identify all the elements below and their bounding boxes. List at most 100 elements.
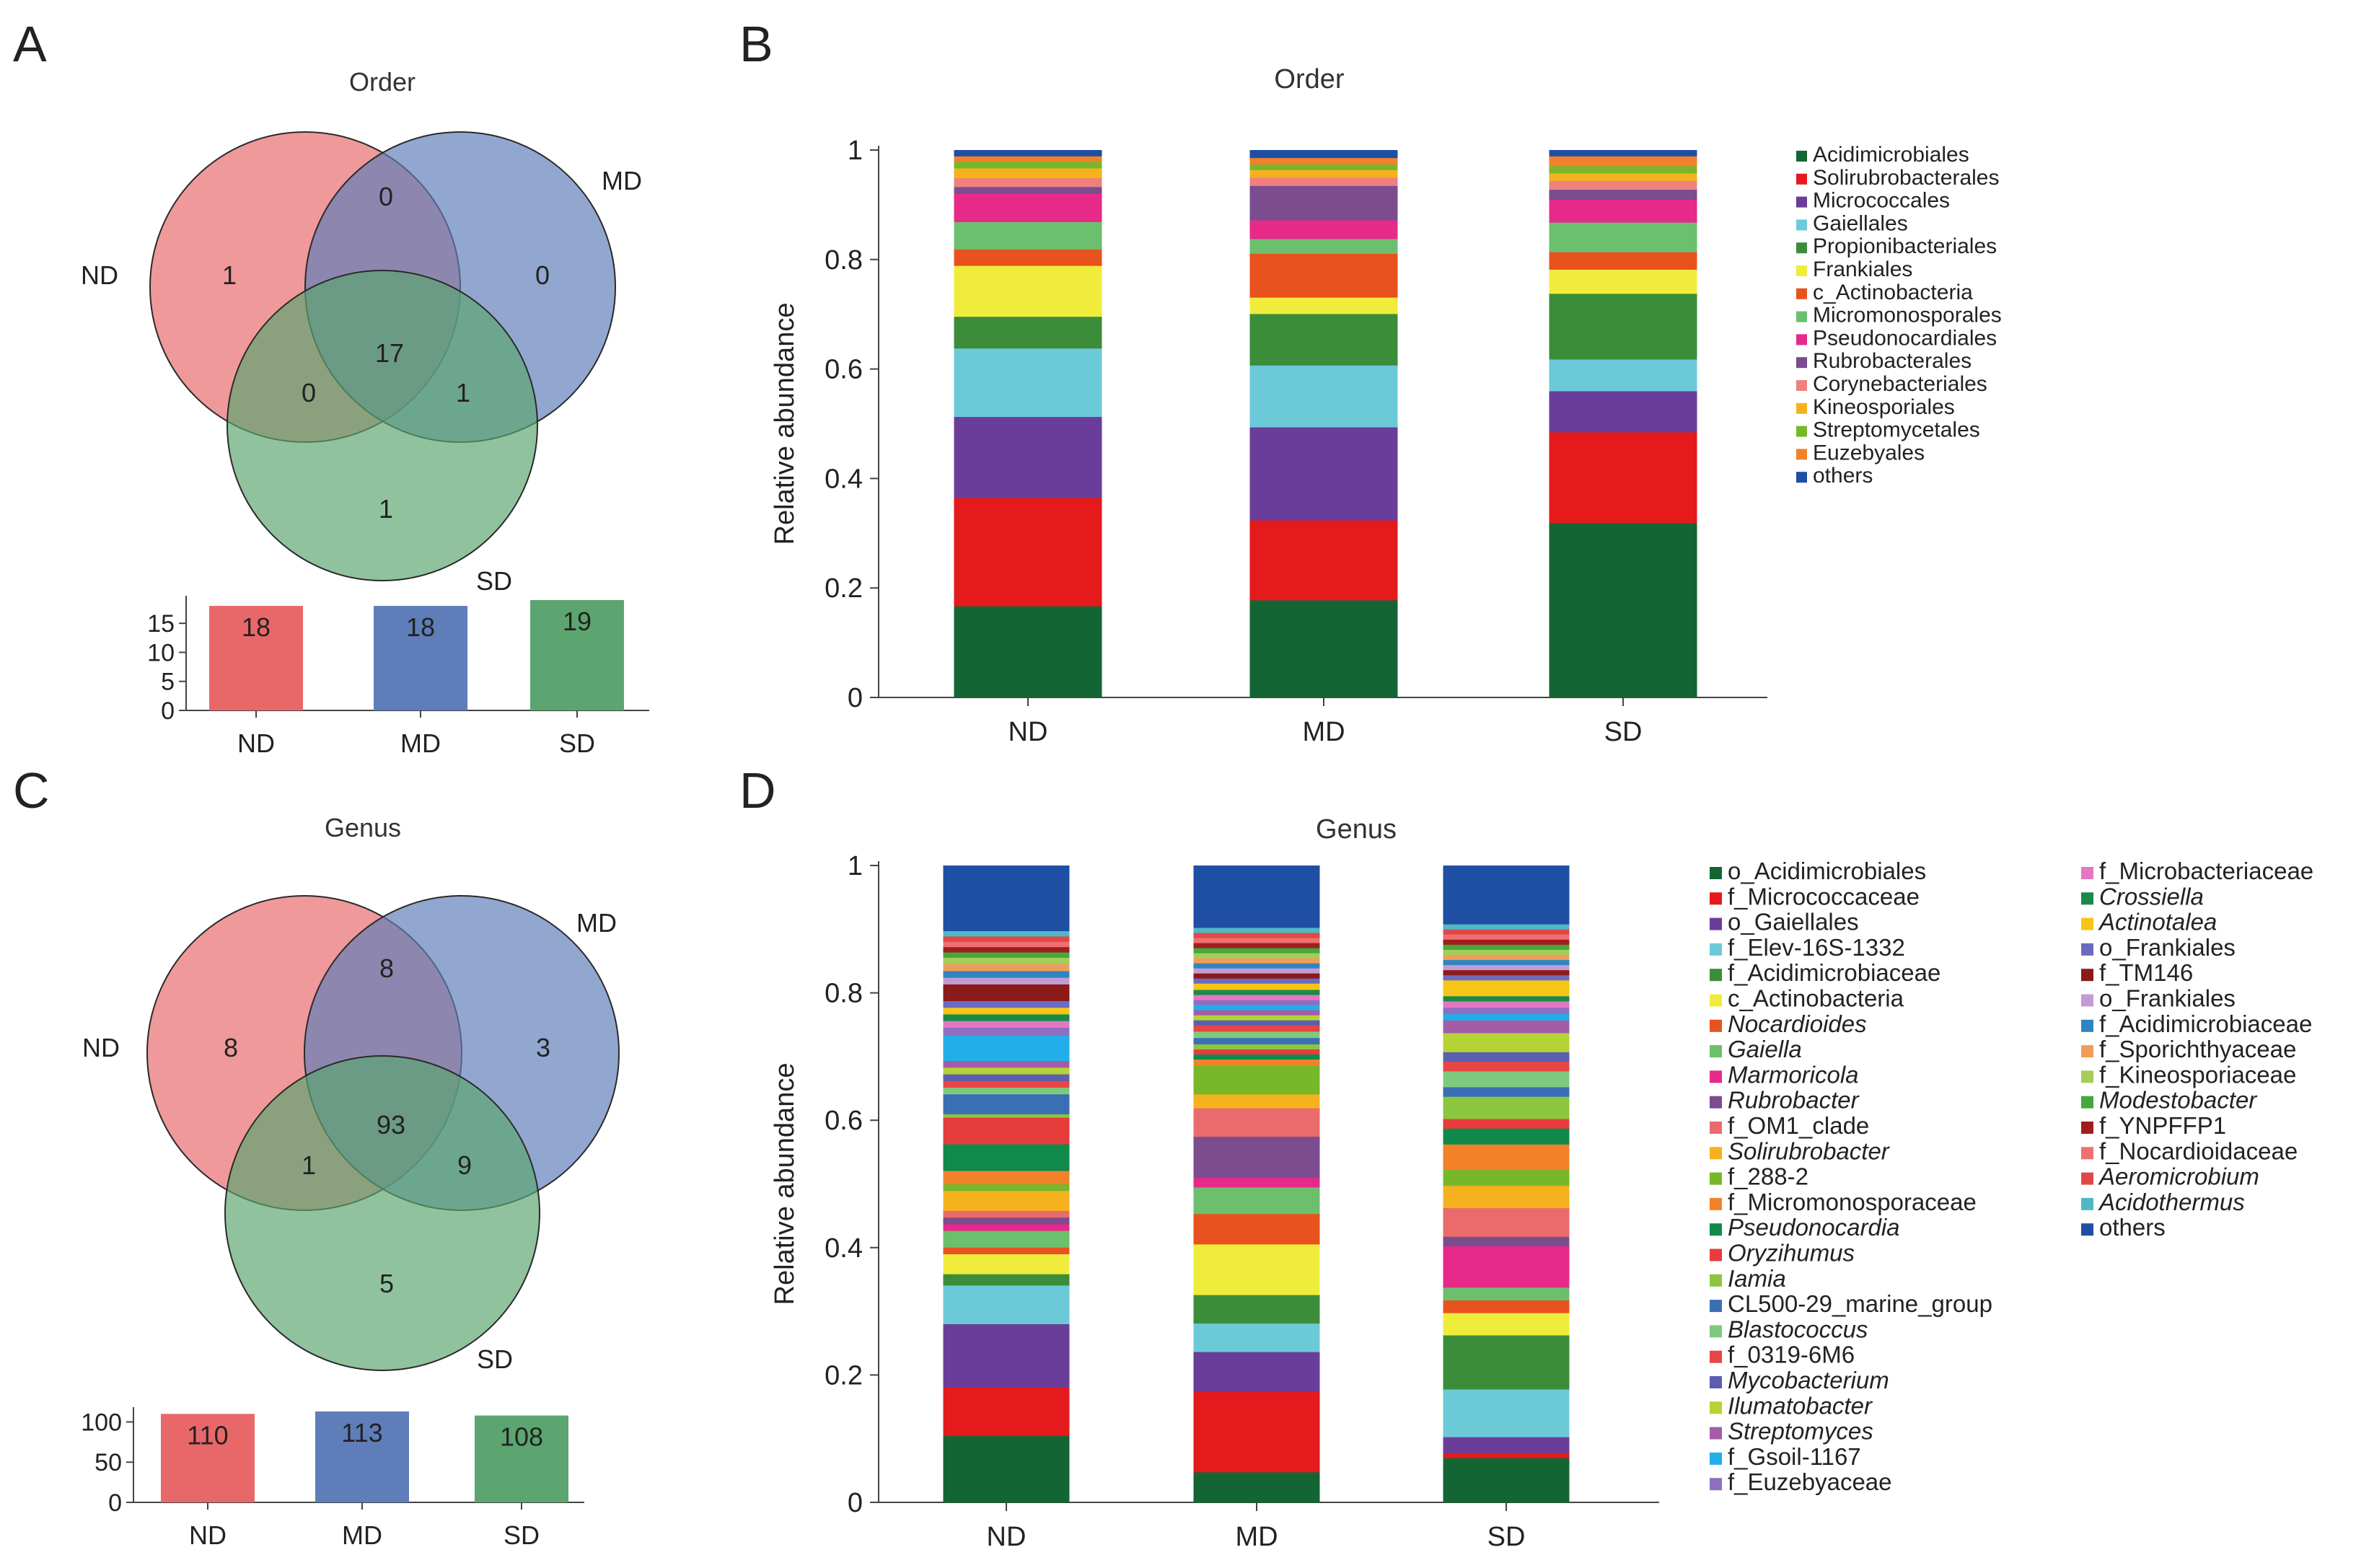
x-tick-label-sd: SD [559, 728, 595, 758]
legend-swatch [1796, 380, 1807, 391]
total-bar-label-md: 18 [406, 612, 435, 642]
y-tick-label: 15 [147, 610, 175, 638]
x-tick-label-md: MD [1235, 1522, 1278, 1552]
bar-segment-nd-22 [943, 1060, 1070, 1068]
legend-label: Iamia [1728, 1265, 1786, 1292]
panel-letter-c: C [13, 762, 50, 819]
bar-segment-nd-19 [943, 1080, 1070, 1088]
bar-segment-sd-13 [1443, 1144, 1570, 1171]
bar-segment-md-34 [1193, 948, 1320, 953]
venn-label-md: MD [602, 166, 642, 195]
legend-swatch [1710, 1325, 1722, 1338]
venn-count-sd-only: 5 [379, 1269, 394, 1298]
bar-segment-nd-3 [943, 1285, 1070, 1324]
bar-segment-nd-20 [943, 1074, 1070, 1081]
y-tick-label: 50 [94, 1449, 122, 1476]
bar-segment-sd-9 [1549, 189, 1697, 200]
venn-count-nd-md-sd: 93 [377, 1110, 405, 1140]
bar-segment-sd-21 [1443, 1032, 1570, 1052]
bar-segment-sd-38 [1443, 924, 1570, 930]
legend-swatch [1710, 1197, 1722, 1210]
legend-swatch [1710, 1096, 1722, 1109]
legend-swatch [1710, 1376, 1722, 1388]
bar-segment-nd-1 [954, 497, 1102, 607]
legend-label: o_Acidimicrobiales [1728, 858, 1926, 884]
legend-label: f_Microbacteriaceae [2099, 858, 2313, 884]
venn-label-sd: SD [476, 566, 512, 596]
venn-count-nd-only: 8 [224, 1033, 238, 1062]
bar-segment-md-25 [1193, 995, 1320, 1000]
bar-segment-sd-29 [1443, 969, 1570, 976]
bar-segment-md-1 [1249, 520, 1398, 601]
bar-segment-sd-12 [1443, 1169, 1570, 1186]
bar-segment-nd-10 [954, 177, 1102, 188]
bar-segment-nd-2 [954, 416, 1102, 498]
bar-segment-md-7 [1193, 1186, 1320, 1215]
bar-segment-nd-38 [943, 930, 1070, 937]
bar-segment-md-9 [1193, 1136, 1320, 1179]
bar-segment-sd-9 [1443, 1236, 1570, 1247]
legend-swatch [2081, 969, 2093, 982]
bar-segment-md-30 [1193, 968, 1320, 974]
bar-segment-nd-6 [943, 1247, 1070, 1254]
bar-segment-sd-33 [1443, 949, 1570, 955]
legend-label: f_Nocardioidaceae [2099, 1137, 2298, 1164]
legend-label: Corynebacteriales [1813, 372, 1987, 396]
legend-swatch [1796, 173, 1807, 185]
bar-segment-md-20 [1193, 1020, 1320, 1026]
bar-segment-nd-25 [943, 1021, 1070, 1028]
y-tick-label: 0.6 [825, 1106, 863, 1136]
bar-segment-sd-32 [1443, 954, 1570, 961]
bar-segment-md-18 [1193, 1031, 1320, 1039]
panel-c-title: Genus [325, 813, 401, 842]
bar-segment-nd-0 [943, 1435, 1070, 1503]
bar-segment-sd-14 [1443, 1128, 1570, 1145]
legend-label: Aeromicrobium [2098, 1163, 2259, 1190]
bar-segment-nd-5 [954, 265, 1102, 317]
bar-segment-md-37 [1193, 933, 1320, 938]
legend-swatch [1710, 1147, 1722, 1160]
bar-segment-nd-8 [943, 1223, 1070, 1231]
bar-segment-nd-3 [954, 348, 1102, 418]
legend-label: Euzebyales [1813, 441, 1925, 464]
legend-label: Propionibacteriales [1813, 234, 1997, 258]
bar-segment-nd-17 [943, 1093, 1070, 1115]
bar-segment-md-29 [1193, 973, 1320, 979]
bar-segment-sd-15 [1443, 1119, 1570, 1129]
legend-label: o_Gaiellales [1728, 909, 1859, 935]
venn-count-nd-sd: 0 [302, 378, 316, 408]
legend-swatch [1796, 219, 1807, 231]
bar-segment-sd-7 [1443, 1287, 1570, 1300]
bar-segment-md-12 [1249, 164, 1398, 170]
bar-segment-sd-5 [1443, 1313, 1570, 1336]
x-tick-label-sd: SD [1487, 1522, 1526, 1552]
y-axis-label: Relative abundance [770, 303, 800, 545]
bar-segment-sd-11 [1443, 1185, 1570, 1209]
y-axis-label: Relative abundance [770, 1063, 800, 1305]
bar-segment-md-11 [1193, 1093, 1320, 1109]
bar-segment-nd-21 [943, 1067, 1070, 1075]
bar-segment-nd-2 [943, 1323, 1070, 1388]
bar-segment-md-9 [1249, 185, 1398, 221]
bar-segment-sd-18 [1443, 1070, 1570, 1088]
bar-segment-nd-14 [943, 1144, 1070, 1171]
bar-segment-sd-1 [1549, 431, 1697, 524]
total-bar-sd [475, 1415, 568, 1502]
panel-d-title: Genus [1316, 814, 1397, 845]
bar-segment-sd-26 [1443, 995, 1570, 1002]
legend-label: Streptomycetales [1813, 418, 1980, 442]
panel-a-title: Order [349, 67, 416, 97]
bar-segment-sd-19 [1443, 1061, 1570, 1072]
total-bar-sd [530, 600, 624, 710]
legend-swatch [1710, 867, 1722, 879]
y-tick-label: 0.2 [825, 573, 863, 604]
y-tick-label: 0.4 [825, 1233, 863, 1264]
legend-label: Nocardioides [1728, 1010, 1867, 1037]
bar-segment-sd-24 [1443, 1007, 1570, 1015]
legend-swatch [2081, 1019, 2093, 1032]
x-tick-label-md: MD [1302, 717, 1345, 747]
bar-segment-nd-30 [943, 977, 1070, 985]
legend-swatch [1710, 1274, 1722, 1287]
bar-segment-nd-27 [943, 1007, 1070, 1015]
